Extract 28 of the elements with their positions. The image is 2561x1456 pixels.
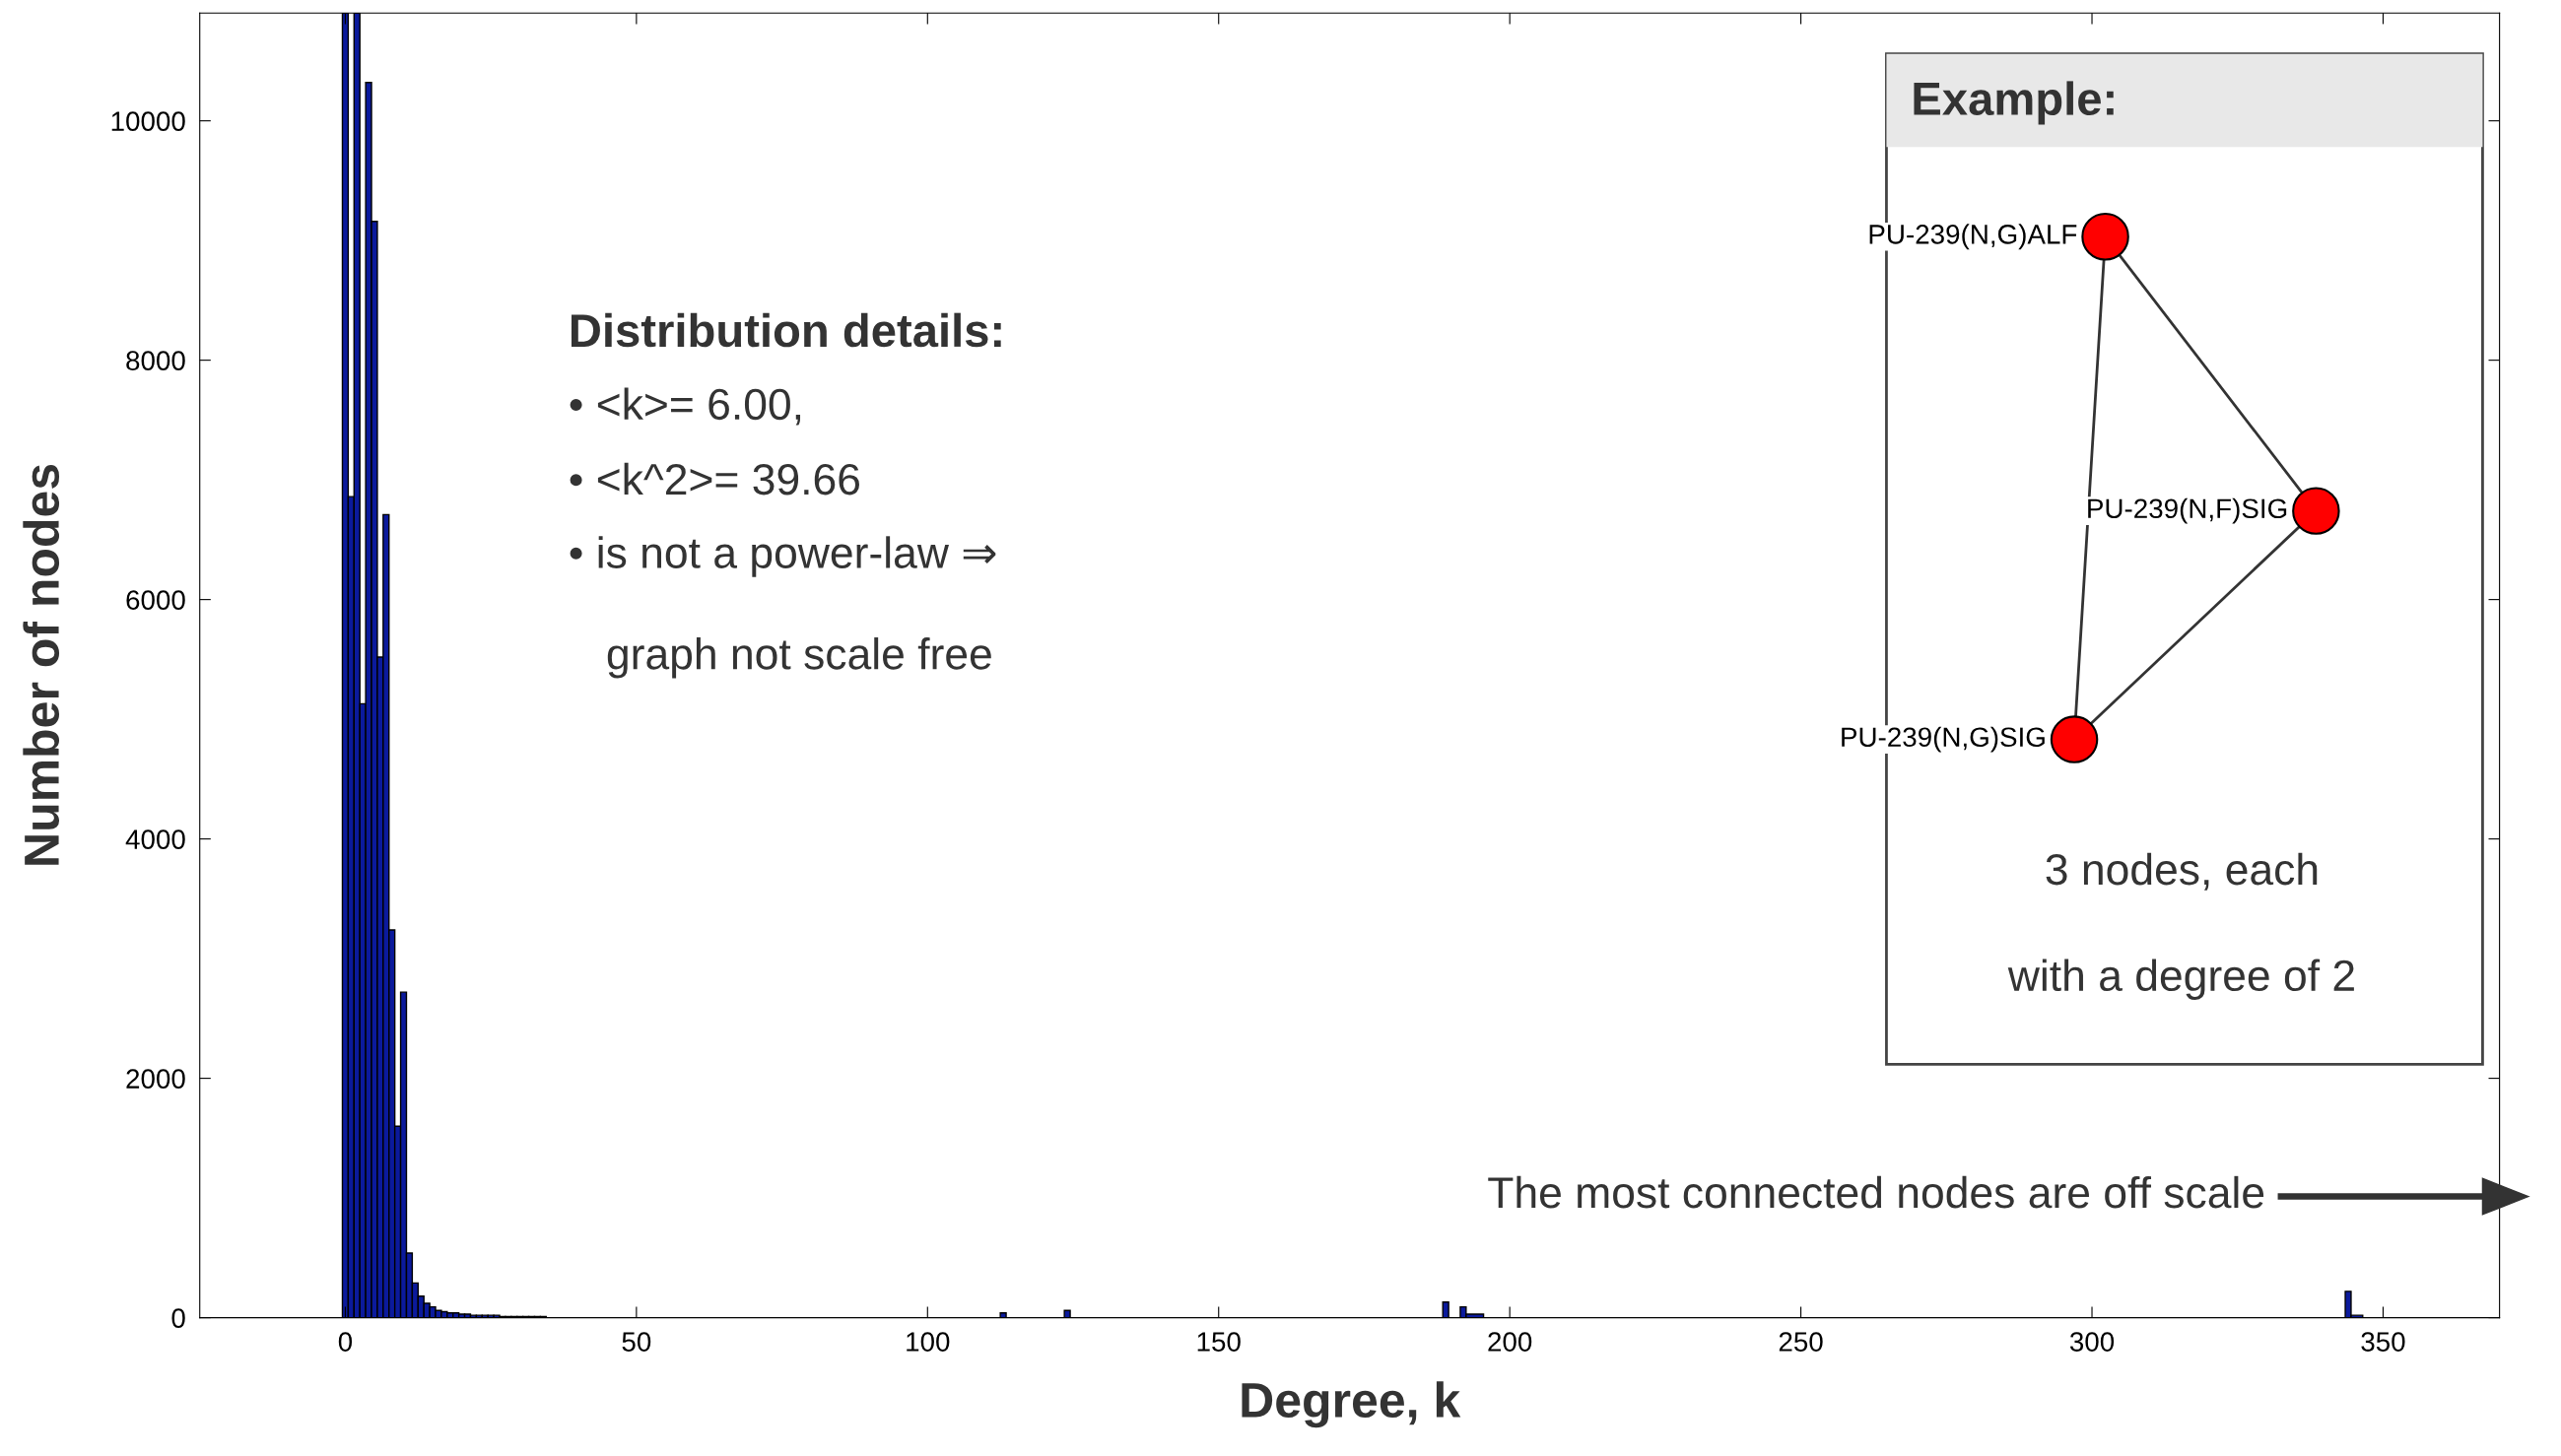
annotation: PU-239(N,G)SIG — [1842, 726, 2045, 753]
x-tick-label: 0 — [338, 1332, 353, 1352]
x-tick-label: 100 — [907, 1332, 950, 1352]
x-tick-label: 150 — [1197, 1332, 1241, 1352]
annotation: • is not a power-law ⇒ — [570, 536, 996, 577]
x-axis-title: Degree, k — [1242, 1381, 1461, 1428]
x-tick-label: 350 — [2361, 1332, 2405, 1352]
annotation: 3 nodes, each — [2046, 852, 2318, 891]
y-tick-label: 6000 — [126, 590, 185, 610]
annotation: graph not scale free — [607, 637, 991, 679]
x-tick-label: 300 — [2069, 1332, 2115, 1352]
x-tick-label: 200 — [1488, 1332, 1532, 1352]
y-tick-label: 2000 — [126, 1069, 185, 1089]
x-tick-label: 250 — [1779, 1332, 1823, 1352]
y-tick-label: 4000 — [125, 829, 185, 849]
annotation: • <k>= 6.00, — [570, 387, 801, 426]
y-tick-label: 0 — [171, 1308, 185, 1328]
y-tick-label: 8000 — [126, 351, 185, 370]
annotation: PU-239(N,G)ALF — [1869, 224, 2077, 250]
x-tick-label: 50 — [622, 1332, 651, 1352]
annotation: • <k^2>= 39.66 — [570, 462, 859, 496]
annotation: The most connected nodes are off scale — [1488, 1175, 2264, 1209]
annotation: Distribution details: — [571, 312, 1001, 348]
annotation: with a degree of 2 — [2007, 959, 2354, 1000]
y-axis-title: Number of nodes — [23, 464, 60, 865]
annotation: PU-239(N,F)SIG — [2088, 497, 2287, 524]
y-tick-label: 10000 — [111, 111, 185, 131]
annotation: Example: — [1914, 81, 2114, 125]
